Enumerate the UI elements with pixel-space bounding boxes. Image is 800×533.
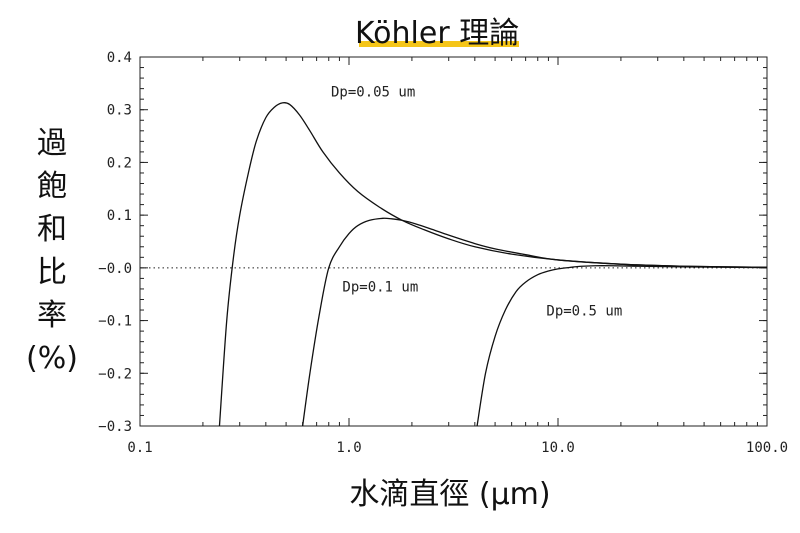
series-line-3 [476, 265, 768, 427]
y-tick-label: −0.1 [98, 314, 132, 330]
title-highlight-bar [359, 41, 520, 47]
series-annotation: Dp=0.1 um [342, 280, 418, 296]
x-tick-label: 1.0 [336, 440, 361, 456]
y-tick-label: −0.3 [98, 419, 132, 435]
x-axis-label: 水滴直徑 (μm) [349, 477, 551, 512]
y-tick-label: 0.2 [107, 155, 132, 171]
x-tick-label: 10.0 [541, 440, 575, 456]
y-axis-label-char: 飽 [37, 169, 67, 204]
series-annotation: Dp=0.05 um [331, 85, 415, 101]
y-axis-label-char: 比 [37, 255, 67, 290]
y-tick-label: 0.1 [107, 208, 132, 224]
y-tick-label: −0.0 [98, 261, 132, 277]
chart-title: Köhler 理論 [355, 16, 520, 51]
y-tick-label: 0.4 [107, 50, 132, 66]
y-tick-label: −0.2 [98, 366, 132, 382]
chart-title-wrap: Köhler 理論 [355, 8, 520, 52]
y-axis-label-char: 和 [37, 212, 67, 247]
series-line-2 [301, 217, 768, 427]
series-line-1 [218, 101, 768, 427]
plot-frame [139, 56, 768, 427]
y-axis-label-char: 過 [37, 126, 67, 161]
series-annotation: Dp=0.5 um [546, 303, 622, 319]
y-axis-label: 過飽和比率 (%) [22, 122, 82, 380]
x-tick-label: 0.1 [127, 440, 152, 456]
y-axis-label-char: 率 [37, 298, 67, 333]
y-axis-label-char: (%) [26, 341, 78, 376]
x-tick-label: 100.0 [746, 440, 788, 456]
y-tick-label: 0.3 [107, 103, 132, 119]
